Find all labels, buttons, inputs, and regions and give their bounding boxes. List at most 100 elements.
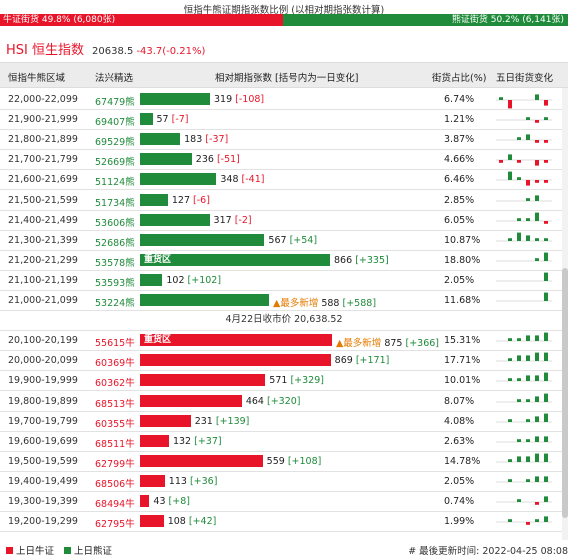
sparkline-bar <box>535 335 539 342</box>
warrant-code-link[interactable]: 60355牛 <box>95 418 135 430</box>
sparkline-bar <box>544 220 548 224</box>
warrant-code-link[interactable]: 53593熊 <box>95 277 135 289</box>
warrant-code-link[interactable]: 60362牛 <box>95 378 135 390</box>
sparkline-bar <box>535 212 539 221</box>
sparkline-bar <box>535 436 539 442</box>
share-percent: 18.80% <box>444 254 481 266</box>
volume-value: 588 <box>321 298 340 309</box>
volume-value: 571 <box>269 375 288 387</box>
share-percent: 17.71% <box>444 355 481 367</box>
sparkline-bar <box>544 100 548 106</box>
table-row: 21,300-21,399 52686熊 567 [+54] 10.87% <box>0 230 568 251</box>
five-day-sparkline <box>496 453 552 463</box>
warrant-code-link[interactable]: 52686熊 <box>95 237 135 249</box>
relative-volume-bar <box>140 153 192 166</box>
sparkline-bar <box>535 194 539 201</box>
share-percent: 2.05% <box>444 475 475 487</box>
sparkline-bar <box>526 180 530 186</box>
sparkline-bar <box>535 502 539 505</box>
legend-bull: 上日牛证 <box>6 543 54 557</box>
scrollbar-thumb[interactable] <box>562 268 568 518</box>
table-row: 21,400-21,499 53606熊 317 [-2] 6.05% <box>0 210 568 231</box>
volume-value: 875 <box>384 338 403 350</box>
warrant-code-link[interactable]: 53606熊 <box>95 217 135 229</box>
table-row: 22,000-22,099 67479熊 319 [-108] 6.74% <box>0 89 568 110</box>
legend: 上日牛证 上日熊证 <box>6 543 122 557</box>
volume-value: 319 <box>213 94 233 105</box>
volume-value: 567 <box>268 234 287 246</box>
sparkline-bar <box>508 358 512 362</box>
scrollbar[interactable] <box>562 88 568 540</box>
sparkline-bar <box>535 352 539 362</box>
five-day-sparkline <box>496 194 552 201</box>
volume-value: 236 <box>195 154 214 166</box>
most-added-marker: ▲最多新增 <box>273 298 322 309</box>
sparkline-bar <box>499 97 503 100</box>
five-day-sparkline <box>496 292 552 302</box>
volume-change: [-51] <box>216 154 240 166</box>
table-row: 21,800-21,899 69529熊 183 [-37] 3.87% <box>0 129 568 151</box>
table-row: 19,300-19,399 68494牛 43 [+8] 0.74% <box>0 491 568 512</box>
volume-info: 571 [+329] <box>269 375 324 386</box>
volume-change: [+335] <box>355 254 389 266</box>
five-day-sparkline <box>496 94 552 109</box>
footer: 上日牛证 上日熊证 # 最後更新时间: 2022-04-25 08:08 <box>0 541 568 558</box>
warrant-code-link[interactable]: 69529熊 <box>95 137 135 149</box>
warrant-code-link[interactable]: 62795牛 <box>95 519 135 531</box>
heavy-zone-tag: 重货区 <box>144 335 172 346</box>
range-cell: 19,400-19,499 <box>8 475 78 487</box>
header-five-day: 五日街货变化 <box>496 73 554 84</box>
warrant-code-link[interactable]: 68506牛 <box>95 478 135 490</box>
five-day-sparkline <box>496 352 552 362</box>
sparkline-bar <box>544 352 548 362</box>
range-cell: 20,100-20,199 <box>8 335 78 347</box>
warrant-code-link[interactable]: 68494牛 <box>95 499 135 510</box>
volume-value: 464 <box>245 395 264 407</box>
sparkline-bar <box>526 418 530 422</box>
volume-value: 559 <box>266 455 285 467</box>
warrant-code-link[interactable]: 60369牛 <box>95 358 135 370</box>
sparkline-bar <box>508 458 512 462</box>
range-cell: 21,100-21,199 <box>8 274 78 286</box>
sparkline-bar <box>517 456 521 462</box>
sparkline-bar <box>508 338 512 342</box>
warrant-code-link[interactable]: 62799牛 <box>95 458 135 470</box>
relative-volume-bar <box>140 374 266 387</box>
sparkline-bar <box>517 378 521 382</box>
share-percent: 8.07% <box>444 395 475 407</box>
sparkline-bar <box>535 94 539 100</box>
range-cell: 21,300-21,399 <box>8 234 78 246</box>
five-day-sparkline <box>496 212 552 224</box>
relative-volume-bar <box>140 173 217 186</box>
table-row: 21,700-21,799 52669熊 236 [-51] 4.66% <box>0 149 568 171</box>
relative-volume-bar <box>140 233 265 246</box>
table-row: 19,400-19,499 68506牛 113 [+36] 2.05% <box>0 471 568 492</box>
range-cell: 21,400-21,499 <box>8 214 78 226</box>
warrant-code-link[interactable]: 67479熊 <box>95 97 135 108</box>
warrant-code-link[interactable]: 53224熊 <box>95 298 135 309</box>
sparkline-bar <box>526 335 530 342</box>
warrant-code-link[interactable]: 55615牛 <box>95 338 135 350</box>
volume-change: [-37] <box>205 134 229 146</box>
warrant-code-link[interactable]: 69407熊 <box>95 117 135 129</box>
sparkline-bar <box>517 499 521 502</box>
warrant-code-link[interactable]: 68511牛 <box>95 438 135 450</box>
warrant-code-link[interactable]: 68513牛 <box>95 398 135 410</box>
volume-info: 317 [-2] <box>214 215 252 226</box>
index-quote: HSI 恒生指数 20638.5 -43.7(-0.21%) <box>6 39 205 58</box>
relative-volume-bar <box>140 193 168 206</box>
warrant-code-link[interactable]: 51124熊 <box>95 177 135 189</box>
range-cell: 21,200-21,299 <box>8 254 78 266</box>
bear-swatch-icon <box>64 546 72 554</box>
warrant-code-link[interactable]: 53578熊 <box>95 257 135 269</box>
table-row: 19,700-19,799 60355牛 231 [+139] 4.08% <box>0 411 568 432</box>
sparkline-bar <box>526 235 530 241</box>
sparkline-bar <box>517 232 521 241</box>
volume-info: 127 [-6] <box>172 195 210 206</box>
table-row: 21,200-21,299 53578熊 重货区 866 [+335] 18.80% <box>0 250 568 271</box>
five-day-sparkline <box>496 117 552 123</box>
warrant-code-link[interactable]: 52669熊 <box>95 157 135 169</box>
range-cell: 21,700-21,799 <box>8 154 78 166</box>
volume-change: [-2] <box>234 214 252 226</box>
warrant-code-link[interactable]: 51734熊 <box>95 197 135 209</box>
